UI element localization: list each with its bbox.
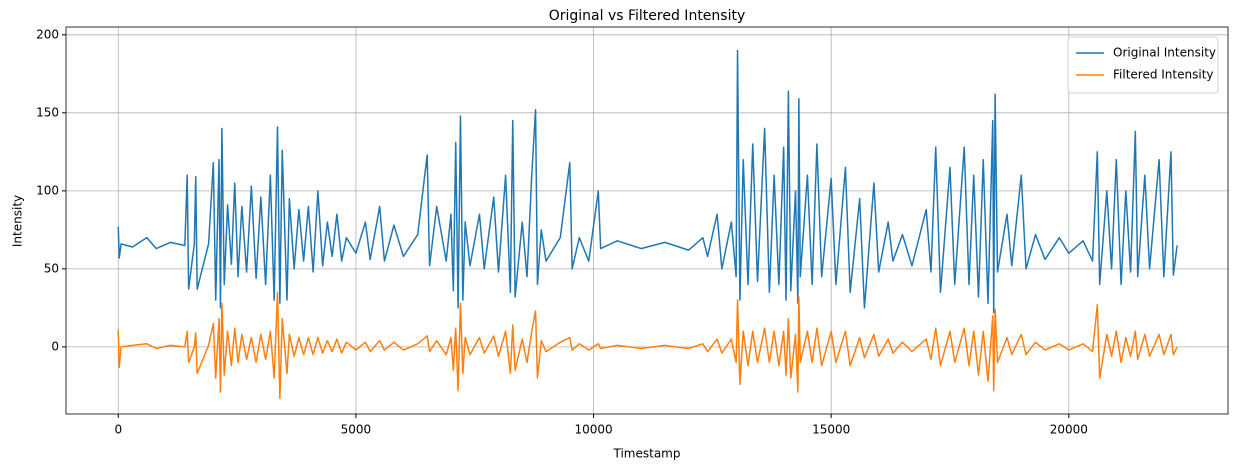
x-tick-label: 20000: [1050, 423, 1088, 437]
legend-label: Original Intensity: [1113, 46, 1216, 60]
x-axis-label: Timestamp: [613, 447, 681, 461]
legend-label: Filtered Intensity: [1113, 68, 1214, 82]
y-tick-label: 100: [36, 183, 59, 197]
series-line: [117, 49, 1178, 314]
legend-box: [1067, 36, 1219, 94]
x-tick-label: 5000: [341, 423, 372, 437]
chart-title: Original vs Filtered Intensity: [549, 8, 746, 24]
x-tick-label: 10000: [574, 423, 612, 437]
y-axis-label: Intensity: [11, 195, 25, 247]
series-line: [117, 291, 1178, 400]
x-tick-label: 15000: [812, 423, 850, 437]
plot-frame: [65, 26, 1229, 415]
x-tick-label: 0: [114, 423, 122, 437]
y-tick-label: 0: [51, 339, 59, 353]
y-tick-label: 200: [36, 27, 59, 41]
y-tick-label: 150: [36, 105, 59, 119]
y-tick-label: 50: [44, 261, 59, 275]
